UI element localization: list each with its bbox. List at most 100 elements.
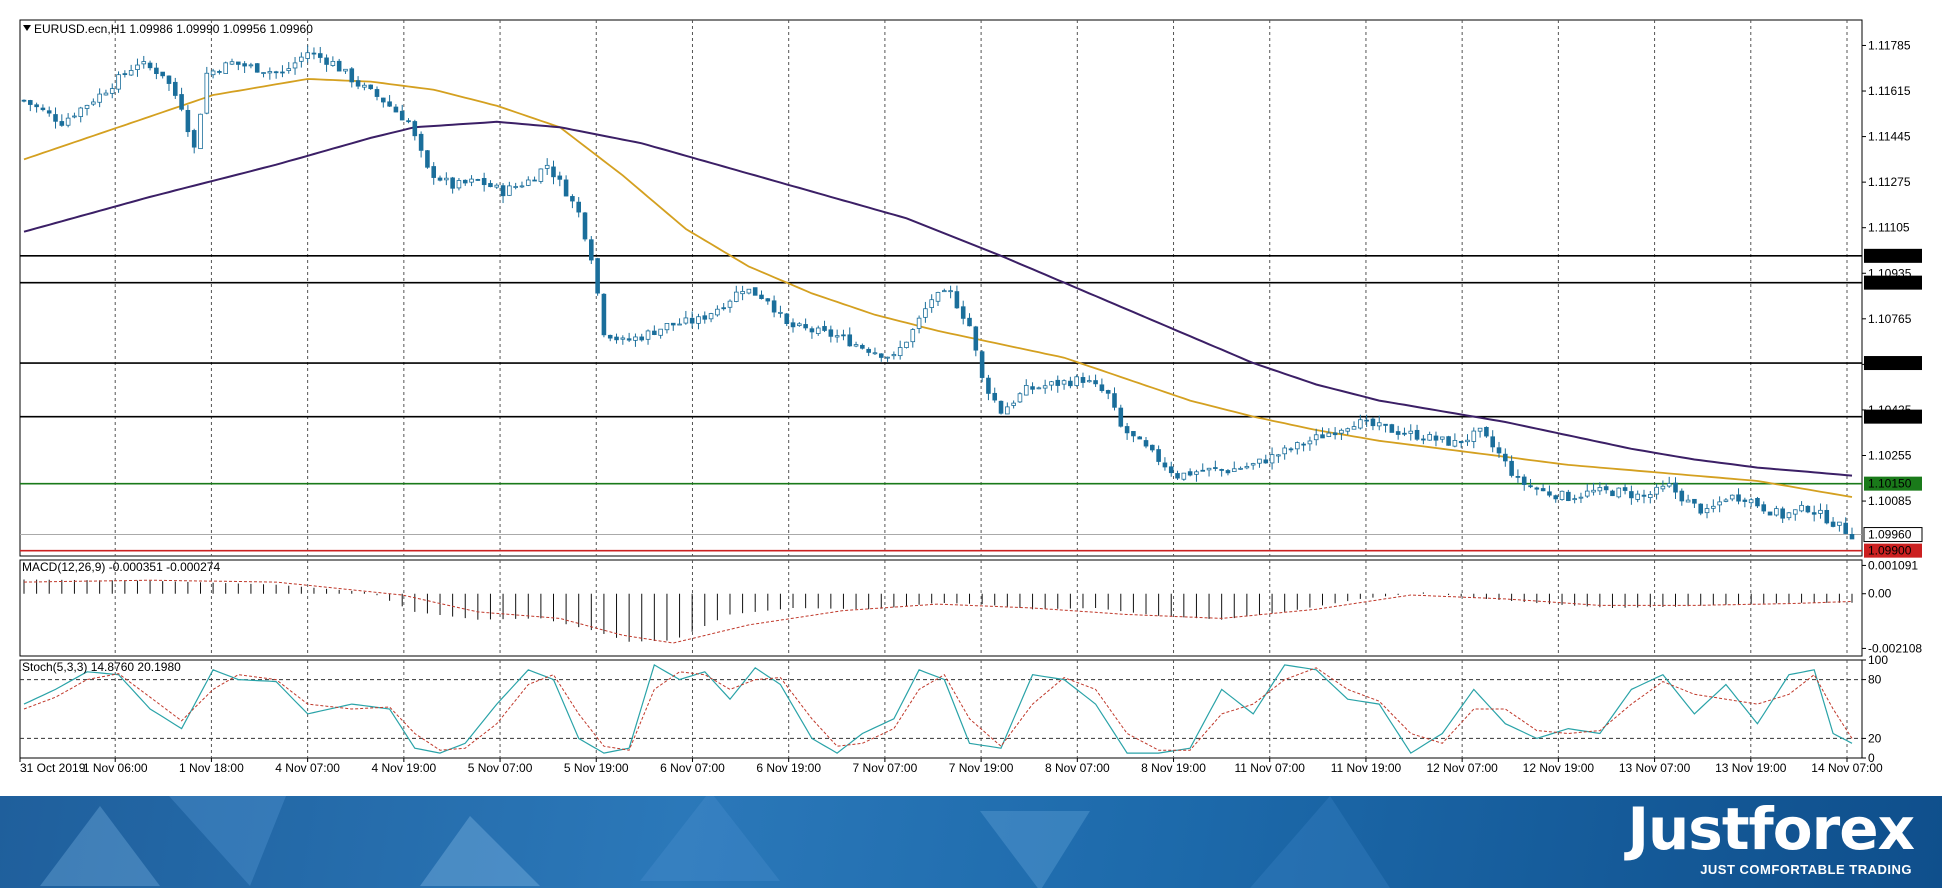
candle-body bbox=[1811, 512, 1817, 515]
trading-chart[interactable]: 1.11785 1.11615 1.11445 1.11275 1.11105 1.109… bbox=[0, 0, 1942, 796]
candle-body bbox=[1332, 432, 1338, 436]
candle-body bbox=[942, 290, 947, 293]
candle-body bbox=[1515, 476, 1521, 478]
macd-tick-label: 0.001091 bbox=[1868, 558, 1918, 572]
candle-body bbox=[65, 117, 71, 126]
candle-body bbox=[336, 60, 342, 72]
candle-body bbox=[1162, 462, 1168, 468]
candle-body bbox=[1231, 468, 1237, 472]
candle-body bbox=[1528, 485, 1533, 488]
candle-body bbox=[160, 71, 165, 77]
candle-body bbox=[1011, 402, 1016, 406]
candle-body bbox=[456, 180, 462, 189]
candle-body bbox=[1849, 534, 1855, 540]
candle-body bbox=[147, 62, 153, 69]
candle-body bbox=[204, 72, 210, 114]
candle-body bbox=[412, 121, 418, 137]
candle-body bbox=[349, 68, 355, 83]
candle-body bbox=[513, 186, 518, 188]
candle-body bbox=[727, 300, 733, 308]
candle-body bbox=[639, 336, 645, 341]
candle-body bbox=[1395, 431, 1401, 435]
macd-pane: 0.001091 0.00 -0.002108 bbox=[23, 558, 1922, 655]
candle-body bbox=[488, 183, 493, 188]
price-level-tag bbox=[1864, 248, 1922, 263]
candle-body bbox=[1408, 430, 1414, 434]
candle-body bbox=[1704, 508, 1710, 514]
price-level-label: 1.10900 bbox=[1868, 276, 1912, 290]
candle-body bbox=[1080, 377, 1086, 383]
candle-body bbox=[97, 93, 102, 103]
time-tick-label: 5 Nov 07:00 bbox=[468, 761, 533, 775]
stoch-tick-label: 100 bbox=[1868, 653, 1888, 667]
candle-body bbox=[1666, 483, 1672, 487]
candle-body bbox=[368, 84, 373, 90]
candle-body bbox=[658, 328, 663, 336]
candle-body bbox=[1200, 469, 1206, 472]
candle-body bbox=[1307, 440, 1313, 445]
candle-body bbox=[122, 73, 128, 76]
candle-body bbox=[406, 120, 411, 123]
candle-body bbox=[1295, 442, 1300, 450]
candle-body bbox=[733, 291, 739, 302]
candle-body bbox=[607, 334, 613, 339]
candle-body bbox=[828, 329, 834, 337]
candle-body bbox=[1629, 491, 1634, 499]
candle-body bbox=[752, 287, 758, 296]
candle-body bbox=[1717, 501, 1722, 506]
time-tick-label: 31 Oct 2019 bbox=[20, 761, 86, 775]
candle-body bbox=[261, 72, 266, 74]
candle-body bbox=[538, 168, 544, 182]
time-tick-label: 8 Nov 19:00 bbox=[1141, 761, 1206, 775]
time-tick-label: 13 Nov 19:00 bbox=[1715, 761, 1787, 775]
time-tick-label: 7 Nov 19:00 bbox=[949, 761, 1014, 775]
candle-body bbox=[1427, 434, 1432, 441]
candle-body bbox=[1074, 376, 1079, 386]
candle-body bbox=[525, 179, 531, 186]
candle-body bbox=[765, 298, 771, 302]
candle-body bbox=[1143, 440, 1149, 447]
candle-body bbox=[948, 290, 953, 293]
candle-body bbox=[1622, 487, 1628, 491]
candle-body bbox=[746, 288, 752, 294]
candle-body bbox=[740, 291, 745, 295]
candle-body bbox=[1049, 381, 1054, 386]
candle-body bbox=[1780, 508, 1785, 519]
candle-body bbox=[809, 328, 815, 333]
candle-body bbox=[670, 322, 676, 326]
candle-body bbox=[935, 292, 941, 302]
price-tick-label: 1.11275 bbox=[1868, 175, 1911, 189]
price-level-tag bbox=[1864, 543, 1922, 558]
candle-body bbox=[1086, 380, 1092, 383]
candle-body bbox=[897, 347, 903, 357]
candle-body bbox=[254, 63, 260, 73]
candle-body bbox=[1521, 476, 1527, 485]
candle-body bbox=[1005, 406, 1010, 415]
candle-body bbox=[1421, 438, 1426, 441]
decor-triangle bbox=[40, 806, 160, 886]
price-tick-label: 1.11615 bbox=[1868, 84, 1911, 98]
candle-body bbox=[1263, 459, 1269, 464]
candle-body bbox=[1288, 448, 1294, 451]
time-tick-label: 13 Nov 07:00 bbox=[1619, 761, 1691, 775]
candle-body bbox=[494, 184, 500, 188]
candle-body bbox=[1156, 449, 1161, 462]
candle-body bbox=[1736, 494, 1741, 502]
candle-body bbox=[664, 323, 670, 331]
candle-body bbox=[1597, 487, 1603, 492]
candle-body bbox=[355, 80, 361, 87]
candle-body bbox=[72, 115, 77, 118]
candle-body bbox=[967, 317, 972, 327]
candle-body bbox=[1578, 496, 1584, 499]
candle-body bbox=[1030, 386, 1035, 390]
price-tick-label: 1.11445 bbox=[1868, 130, 1911, 144]
candle-body bbox=[223, 62, 229, 74]
candle-body bbox=[1711, 505, 1716, 509]
candle-body bbox=[778, 311, 783, 314]
candle-body bbox=[582, 212, 588, 240]
candle-body bbox=[1698, 503, 1704, 514]
candle-body bbox=[1364, 419, 1369, 422]
candle-body bbox=[1150, 444, 1155, 451]
dropdown-triangle-icon[interactable] bbox=[23, 25, 31, 31]
time-tick-label: 5 Nov 19:00 bbox=[564, 761, 629, 775]
